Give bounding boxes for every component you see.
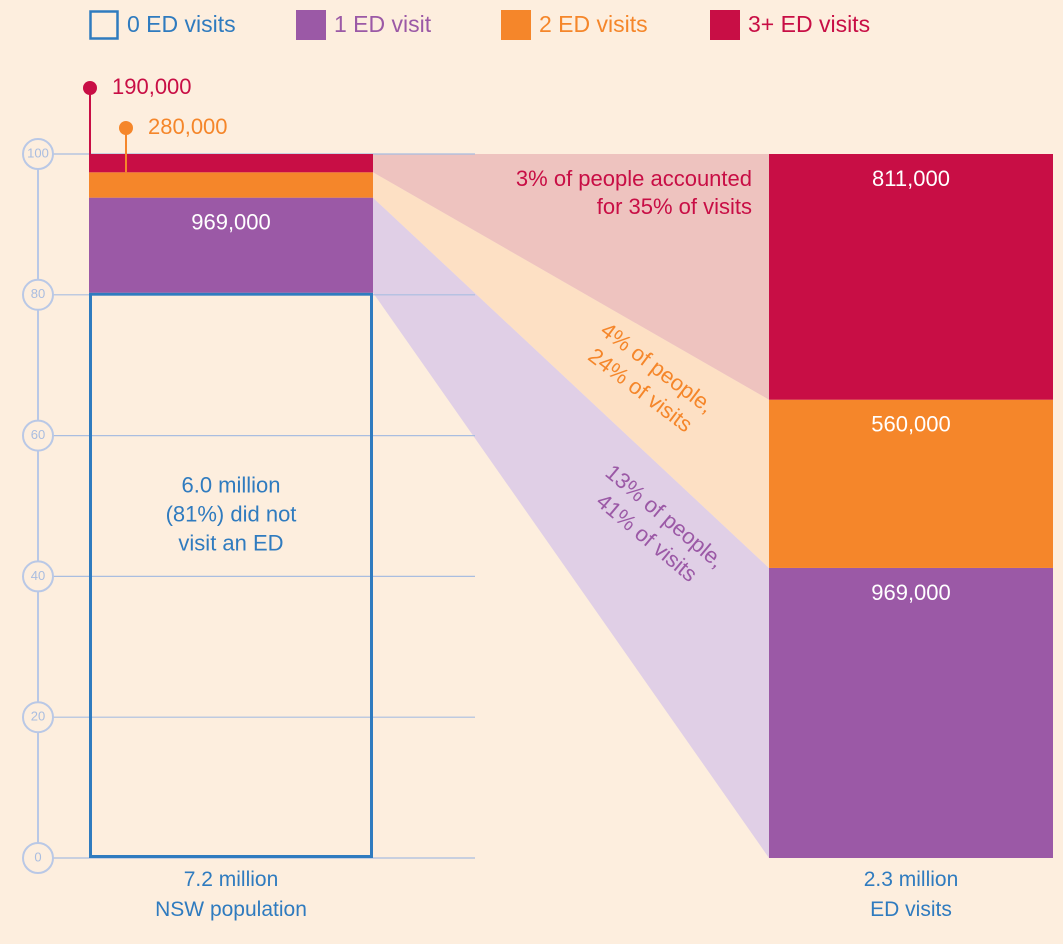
x-tick-label: 7.2 million NSW population xyxy=(155,868,307,921)
legend-swatch xyxy=(89,10,119,40)
y-tick-label: 0 xyxy=(34,849,41,864)
y-tick-label: 80 xyxy=(31,286,45,301)
legend-label: 0 ED visits xyxy=(127,11,236,37)
tick-circle xyxy=(22,278,54,311)
legend-swatch xyxy=(710,10,740,40)
flow-band xyxy=(373,197,769,858)
bar-segment xyxy=(89,172,373,198)
callout-dot xyxy=(83,81,97,95)
legend-label: 3+ ED visits xyxy=(748,11,870,37)
segment-label: 6.0 million (81%) did not visit an ED xyxy=(166,472,297,555)
segment-label: 969,000 xyxy=(191,209,271,234)
tick-circle xyxy=(22,701,54,734)
y-tick-label: 20 xyxy=(31,709,45,724)
bar-segment xyxy=(769,399,1053,568)
bar-segment xyxy=(769,154,1053,400)
segment-label: 560,000 xyxy=(871,412,951,437)
y-tick-label: 40 xyxy=(31,568,45,583)
flow-label: 3% of people accounted for 35% of visits xyxy=(516,166,752,219)
y-tick-label: 100 xyxy=(27,145,49,160)
flow-band xyxy=(373,172,769,568)
segment-label: 811,000 xyxy=(872,166,950,191)
tick-circle xyxy=(22,560,54,593)
segment-label: 190,000 xyxy=(112,74,192,99)
bar-segment xyxy=(769,567,1053,858)
legend-swatch xyxy=(501,10,531,40)
bar-segment xyxy=(89,292,373,858)
tick-circle xyxy=(22,842,54,874)
legend-label: 1 ED visit xyxy=(334,11,432,37)
y-tick-label: 60 xyxy=(31,427,45,442)
flow-band xyxy=(373,154,769,400)
legend-swatch xyxy=(296,10,326,40)
tick-circle xyxy=(22,419,54,452)
segment-label: 280,000 xyxy=(148,114,228,139)
bar-segment xyxy=(89,197,373,293)
callout-dot xyxy=(119,121,133,135)
tick-circle xyxy=(22,138,54,170)
segment-label: 969,000 xyxy=(871,580,951,605)
x-tick-label: 2.3 million ED visits xyxy=(864,868,959,921)
legend-label: 2 ED visits xyxy=(539,11,648,37)
bar-segment xyxy=(89,154,373,173)
